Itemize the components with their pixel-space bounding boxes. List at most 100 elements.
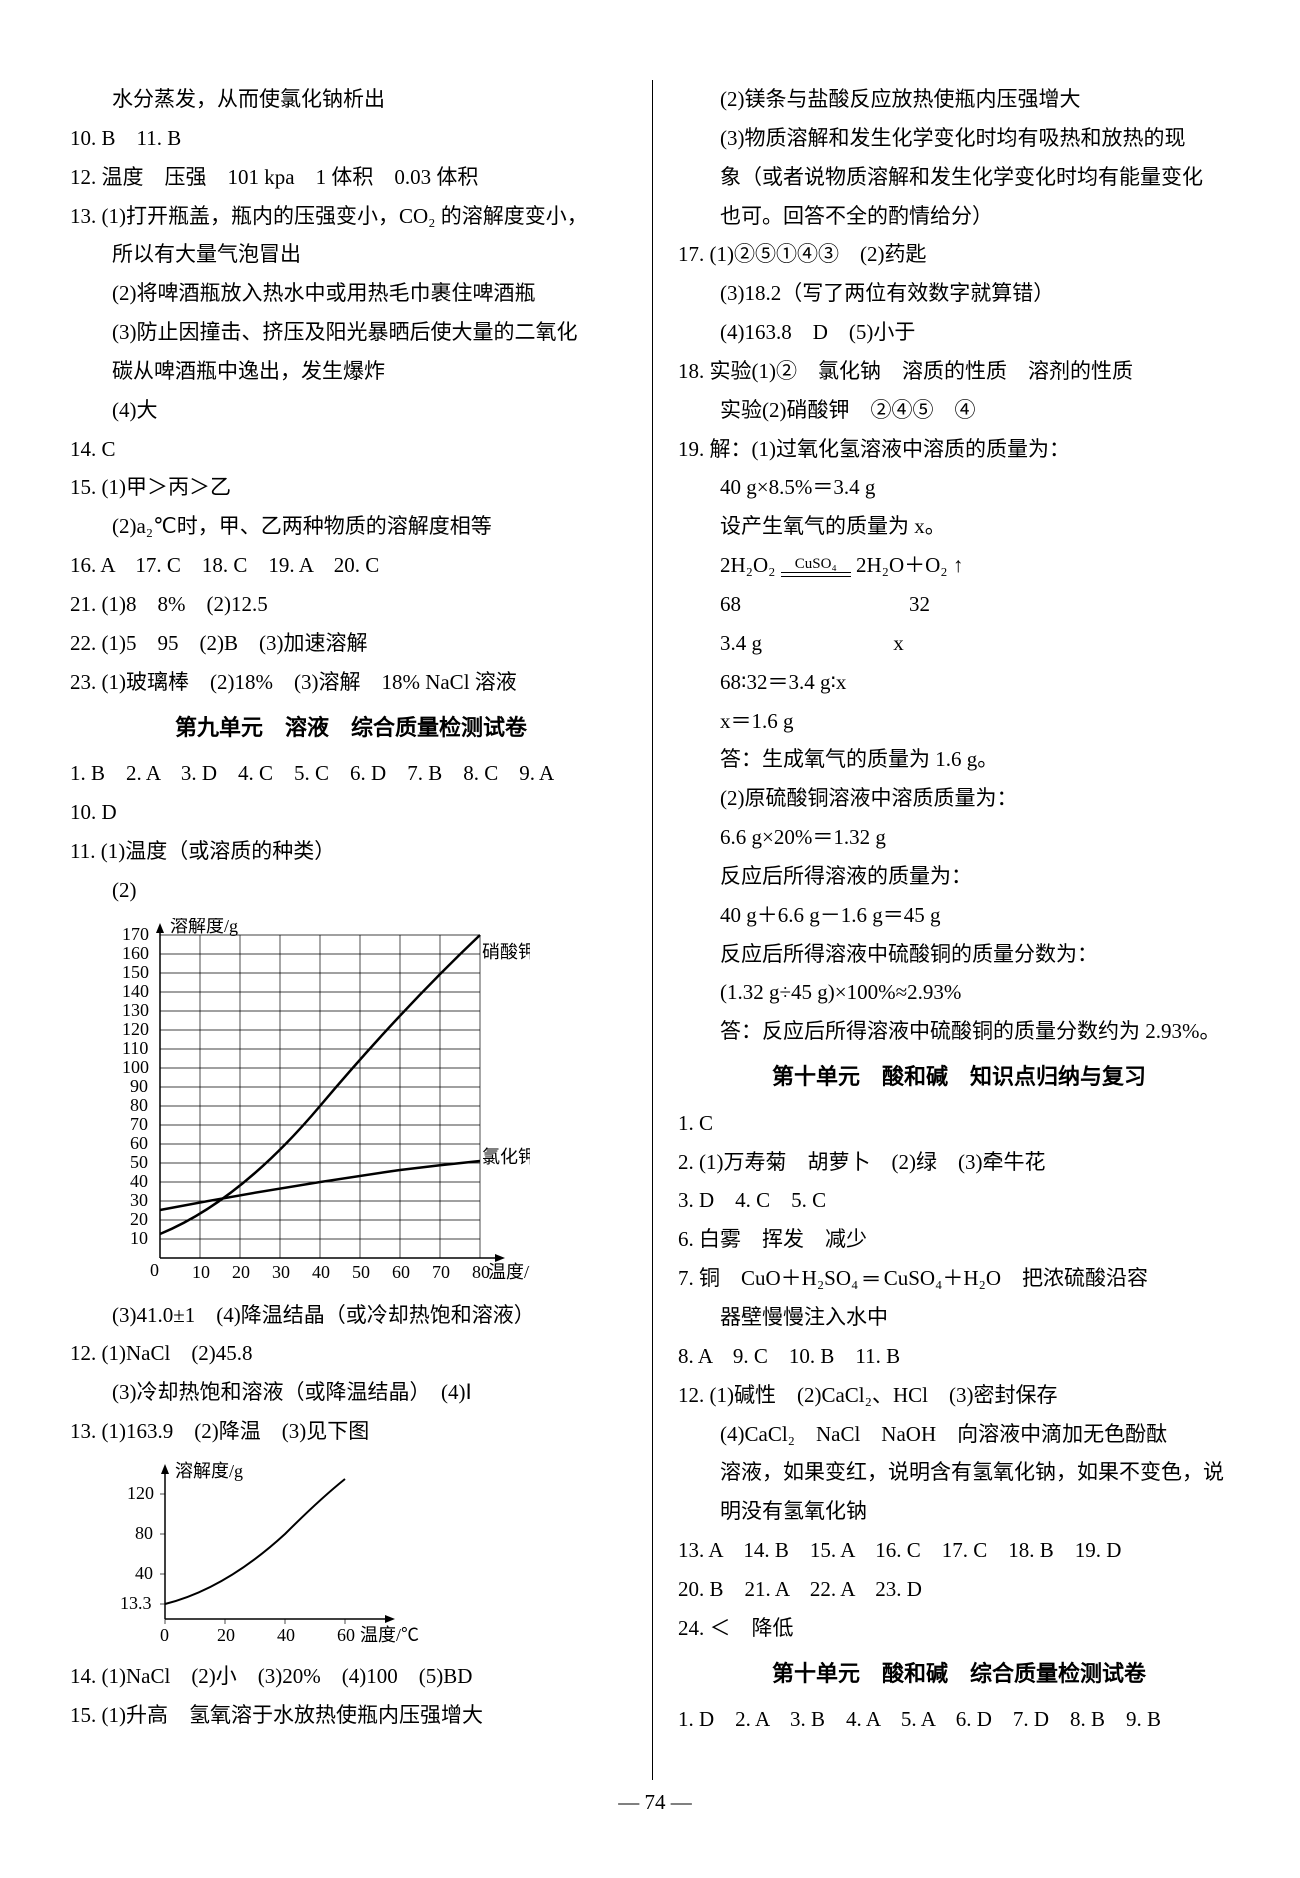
ytick: 13.3	[120, 1593, 152, 1613]
chart1-series2-label: 氯化钾	[482, 1147, 530, 1167]
answer-line: 答：反应后所得溶液中硫酸铜的质量分数约为 2.93%。	[678, 1012, 1240, 1051]
xtick: 40	[312, 1262, 330, 1282]
equation-line: 2H₂O₂ CuSO₄ 2H₂O＋O₂ ↑	[678, 546, 1240, 585]
answer-line: 7. 铜 CuO＋H₂SO₄ ═ CuSO₄＋H₂O 把浓硫酸沿容	[678, 1259, 1240, 1298]
xtick: 60	[337, 1625, 355, 1645]
answer-line: 设产生氧气的质量为 x。	[678, 507, 1240, 546]
answer-line: (4)大	[70, 391, 632, 430]
answer-line: 3. D 4. C 5. C	[678, 1181, 1240, 1220]
answer-line: 19. 解：(1)过氧化氢溶液中溶质的质量为：	[678, 430, 1240, 469]
answer-line: 12. (1)碱性 (2)CaCl₂、HCl (3)密封保存	[678, 1376, 1240, 1415]
page-number: — 74 —	[70, 1790, 1240, 1815]
answer-line: 碳从啤酒瓶中逸出，发生爆炸	[70, 352, 632, 391]
ytick: 10	[130, 1228, 148, 1248]
solubility-chart-1: 10 20 30 40 50 60 70 80 90 100 110 120 1…	[110, 918, 490, 1288]
answer-line: 反应后所得溶液中硫酸铜的质量分数为：	[678, 935, 1240, 974]
answer-line: 2. (1)万寿菊 胡萝卜 (2)绿 (3)牵牛花	[678, 1143, 1240, 1182]
answer-line: 13. (1)163.9 (2)降温 (3)见下图	[70, 1412, 632, 1451]
answer-line: 8. A 9. C 10. B 11. B	[678, 1337, 1240, 1376]
solubility-chart-2: 13.3 40 80 120 0 20 40 60 溶解度/g 温度/℃	[110, 1459, 410, 1649]
answer-line: 15. (1)甲＞丙＞乙	[70, 468, 632, 507]
chart1-series1-label: 硝酸钾	[482, 942, 530, 962]
answer-line: 23. (1)玻璃棒 (2)18% (3)溶解 18% NaCl 溶液	[70, 663, 632, 702]
answer-line: 反应后所得溶液的质量为：	[678, 857, 1240, 896]
answer-line: 6.6 g×20%＝1.32 g	[678, 818, 1240, 857]
chart2-ylabel: 溶解度/g	[175, 1461, 243, 1481]
answer-line: 象（或者说物质溶解和发生化学变化时均有能量变化	[678, 158, 1240, 197]
ytick: 20	[130, 1209, 148, 1229]
chart2-xlabel: 温度/℃	[360, 1625, 419, 1645]
eq-catalyst: CuSO₄	[781, 557, 851, 572]
ytick: 170	[122, 924, 149, 944]
ytick: 140	[122, 981, 149, 1001]
xtick: 40	[277, 1625, 295, 1645]
answer-line: 24. ＜ 降低	[678, 1609, 1240, 1648]
chart1-svg: 10 20 30 40 50 60 70 80 90 100 110 120 1…	[110, 918, 530, 1288]
answer-line: (3)防止因撞击、挤压及阳光暴晒后使大量的二氧化	[70, 313, 632, 352]
answer-line: 12. 温度 压强 101 kpa 1 体积 0.03 体积	[70, 158, 632, 197]
ytick: 160	[122, 943, 149, 963]
answer-line: 也可。回答不全的酌情给分）	[678, 197, 1240, 236]
ytick: 120	[122, 1019, 149, 1039]
xtick: 20	[232, 1262, 250, 1282]
ytick: 80	[130, 1095, 148, 1115]
xtick: 10	[192, 1262, 210, 1282]
answer-line: 12. (1)NaCl (2)45.8	[70, 1334, 632, 1373]
ytick: 40	[135, 1563, 153, 1583]
chart1-xlabel: 温度/℃	[488, 1262, 530, 1282]
svg-text:0: 0	[150, 1260, 159, 1280]
answer-line: 明没有氢氧化钠	[678, 1492, 1240, 1531]
answer-line: (3)18.2（写了两位有效数字就算错）	[678, 274, 1240, 313]
answer-line: 14. C	[70, 430, 632, 469]
answer-line: (3)41.0±1 (4)降温结晶（或冷却热饱和溶液）	[70, 1296, 632, 1335]
answer-line: 1. C	[678, 1104, 1240, 1143]
answer-line: 13. (1)打开瓶盖，瓶内的压强变小，CO₂ 的溶解度变小，	[70, 197, 632, 236]
section-title: 第十单元 酸和碱 综合质量检测试卷	[678, 1654, 1240, 1695]
answer-line: 16. A 17. C 18. C 19. A 20. C	[70, 546, 632, 585]
ytick: 120	[127, 1483, 154, 1503]
page: 水分蒸发，从而使氯化钠析出 10. B 11. B 12. 温度 压强 101 …	[0, 0, 1300, 1878]
ytick: 90	[130, 1076, 148, 1096]
ytick: 130	[122, 1000, 149, 1020]
answer-line: 13. A 14. B 15. A 16. C 17. C 18. B 19. …	[678, 1531, 1240, 1570]
eq-lhs: 2H₂O₂	[720, 553, 775, 577]
eq-rhs: 2H₂O＋O₂ ↑	[856, 553, 963, 577]
answer-line: 器壁慢慢注入水中	[678, 1298, 1240, 1337]
answer-line: 所以有大量气泡冒出	[70, 235, 632, 274]
chart1-ylabel: 溶解度/g	[170, 918, 238, 936]
xtick: 50	[352, 1262, 370, 1282]
answer-line: 20. B 21. A 22. A 23. D	[678, 1570, 1240, 1609]
ytick: 50	[130, 1152, 148, 1172]
ytick: 70	[130, 1114, 148, 1134]
answer-line: 1. D 2. A 3. B 4. A 5. A 6. D 7. D 8. B …	[678, 1700, 1240, 1739]
answer-line: (1.32 g÷45 g)×100%≈2.93%	[678, 973, 1240, 1012]
answer-line: 6. 白雾 挥发 减少	[678, 1220, 1240, 1259]
column-right: (2)镁条与盐酸反应放热使瓶内压强增大 (3)物质溶解和发生化学变化时均有吸热和…	[653, 80, 1240, 1780]
answer-line: 68 32	[678, 585, 1240, 624]
xtick: 60	[392, 1262, 410, 1282]
answer-line: 3.4 g x	[678, 624, 1240, 663]
answer-line: (2)原硫酸铜溶液中溶质质量为：	[678, 779, 1240, 818]
answer-line: (2)将啤酒瓶放入热水中或用热毛巾裹住啤酒瓶	[70, 274, 632, 313]
answer-line: 溶液，如果变红，说明含有氢氧化钠，如果不变色，说	[678, 1453, 1240, 1492]
answer-line: x＝1.6 g	[678, 702, 1240, 741]
answer-line: (4)CaCl₂ NaCl NaOH 向溶液中滴加无色酚酞	[678, 1415, 1240, 1454]
answer-line: 22. (1)5 95 (2)B (3)加速溶解	[70, 624, 632, 663]
answer-line: (3)冷却热饱和溶液（或降温结晶） (4)Ⅰ	[70, 1373, 632, 1412]
answer-line: 21. (1)8 8% (2)12.5	[70, 585, 632, 624]
answer-line: 10. D	[70, 793, 632, 832]
answer-line: 68∶32＝3.4 g∶x	[678, 663, 1240, 702]
section-title: 第九单元 溶液 综合质量检测试卷	[70, 708, 632, 749]
ytick: 100	[122, 1057, 149, 1077]
answer-line: (2)a₂℃时，甲、乙两种物质的溶解度相等	[70, 507, 632, 546]
answer-line: 11. (1)温度（或溶质的种类）	[70, 832, 632, 871]
xtick: 0	[160, 1625, 169, 1645]
answer-line: (2)镁条与盐酸反应放热使瓶内压强增大	[678, 80, 1240, 119]
xtick: 20	[217, 1625, 235, 1645]
ytick: 30	[130, 1190, 148, 1210]
answer-line: 14. (1)NaCl (2)小 (3)20% (4)100 (5)BD	[70, 1657, 632, 1696]
answer-line: (2)	[70, 871, 632, 910]
ytick: 60	[130, 1133, 148, 1153]
section-title: 第十单元 酸和碱 知识点归纳与复习	[678, 1057, 1240, 1098]
column-left: 水分蒸发，从而使氯化钠析出 10. B 11. B 12. 温度 压强 101 …	[70, 80, 653, 1780]
